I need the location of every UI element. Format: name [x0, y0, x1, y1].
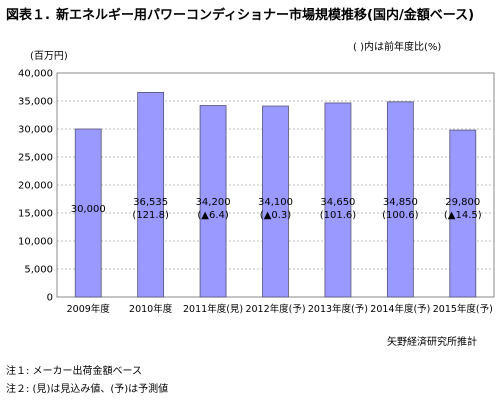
footnote-1: 注１: メーカー出荷金額ベース [6, 366, 143, 377]
growth-label: (101.6) [320, 210, 357, 221]
bar [324, 102, 352, 298]
x-tick-label: 2012年度(予) [245, 303, 305, 315]
data-label: 30,000 [71, 204, 106, 215]
y-tick-label: 35,000 [18, 97, 53, 108]
y-tick-label: 20,000 [18, 181, 53, 192]
data-label: 34,100 [258, 197, 293, 208]
growth-label: (▲14.5) [444, 210, 482, 221]
data-label: 34,850 [383, 197, 418, 208]
y-tick-label: 15,000 [18, 209, 53, 220]
x-tick-label: 2010年度 [129, 303, 173, 315]
growth-label: (▲0.3) [260, 210, 291, 221]
bar [262, 105, 289, 298]
x-tick-label: 2013年度(予) [308, 303, 368, 315]
bar [74, 128, 102, 298]
x-tick-label: 2011年度(見) [183, 303, 243, 315]
unit-label: (百万円) [30, 51, 68, 62]
y-tick-label: 0 [47, 293, 53, 304]
footnote-2: 注２: (見)は見込み値、(予)は予測値 [6, 384, 169, 395]
bar [449, 129, 477, 298]
y-tick-label: 5,000 [24, 265, 53, 276]
y-tick-label: 30,000 [18, 125, 53, 136]
bar [137, 92, 165, 298]
title-text: 新エネルギー用パワーコンディショナー市場規模推移(国内/金額ベース) [55, 8, 475, 23]
growth-label: (▲6.4) [197, 210, 228, 221]
data-label: 34,650 [320, 197, 355, 208]
data-label: 36,535 [133, 197, 168, 208]
y-tick-label: 40,000 [18, 69, 53, 80]
x-tick-label: 2009年度 [67, 303, 111, 315]
y-tick-label: 25,000 [18, 153, 53, 164]
paren-note: ( )内は前年度比(%) [353, 42, 442, 53]
x-tick-label: 2014年度(予) [370, 303, 430, 315]
growth-label: (100.6) [382, 210, 419, 221]
chart-title: 図表１. 新エネルギー用パワーコンディショナー市場規模推移(国内/金額ベース) [6, 4, 474, 23]
y-tick-label: 10,000 [18, 237, 53, 248]
source-credit: 矢野経済研究所推計 [387, 337, 477, 348]
bar [386, 101, 414, 298]
data-label: 34,200 [196, 197, 231, 208]
bar [199, 105, 227, 298]
figure-number: 図表１. [6, 8, 50, 23]
growth-label: (121.8) [132, 210, 169, 221]
x-tick-label: 2015年度(予) [433, 303, 493, 315]
data-label: 29,800 [445, 197, 480, 208]
